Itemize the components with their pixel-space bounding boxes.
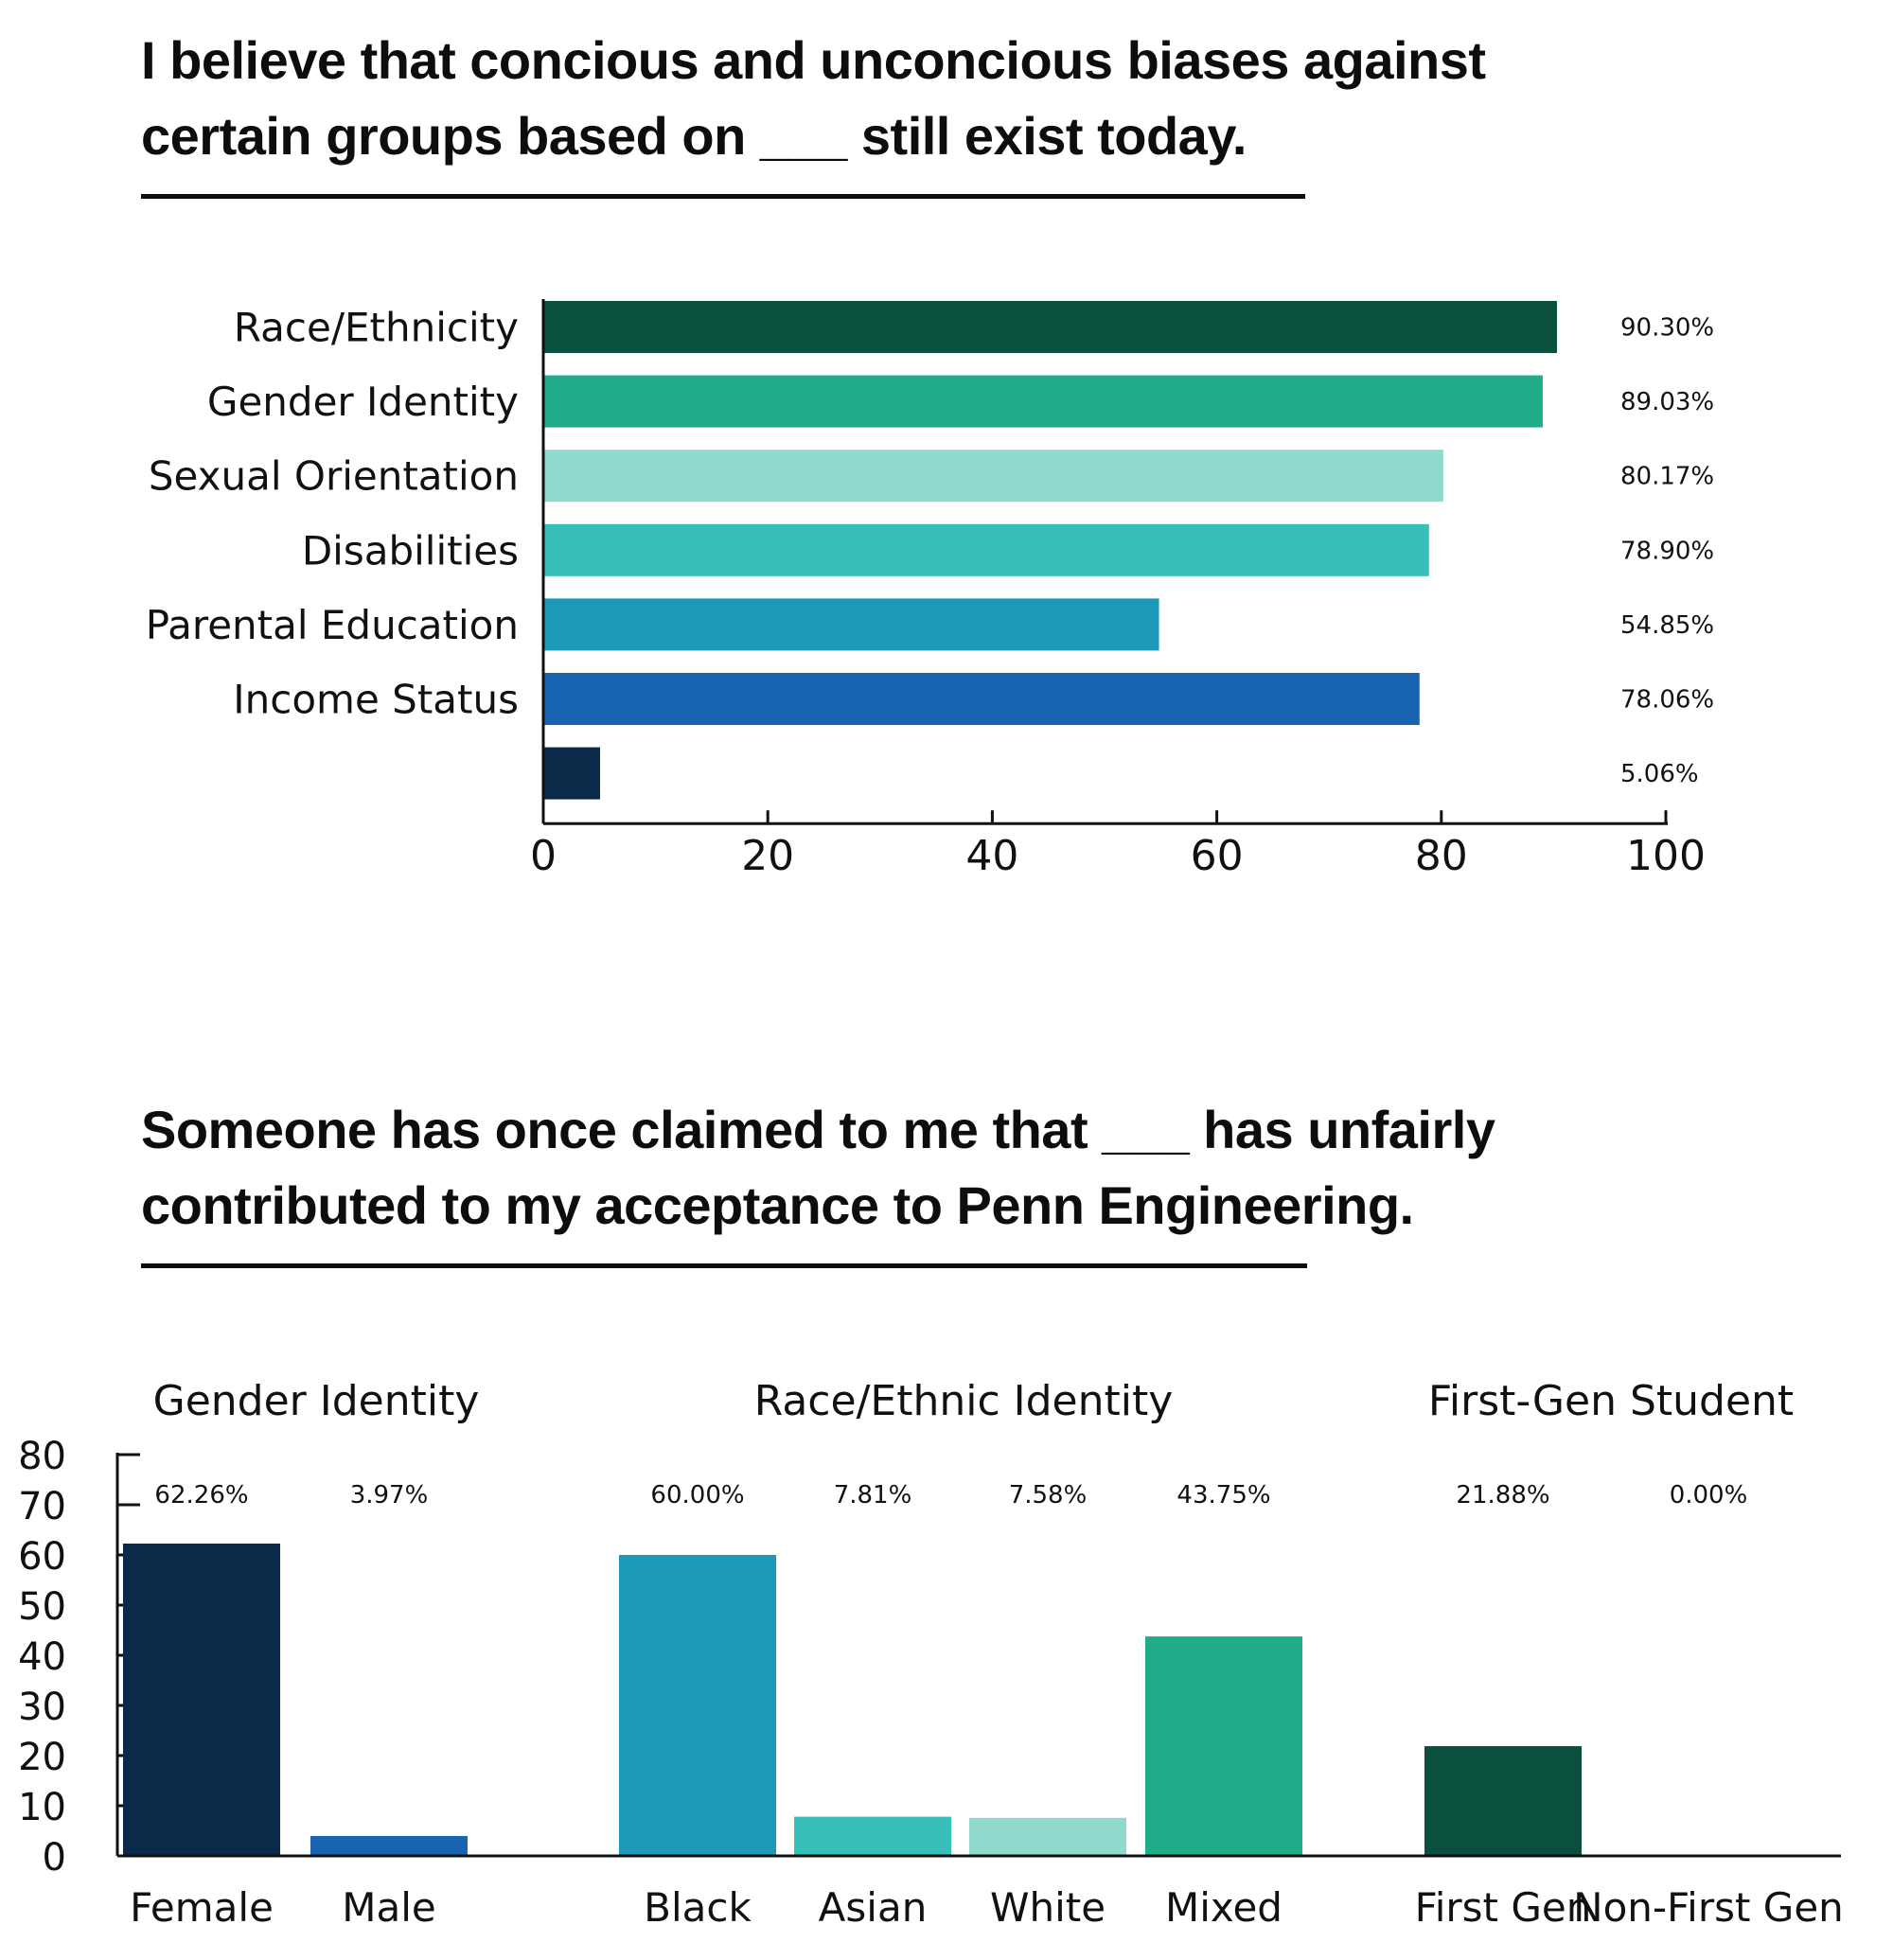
y-tick-label: 60 <box>18 1535 66 1579</box>
group-title: Gender Identity <box>153 1377 480 1425</box>
column-bar <box>794 1816 951 1856</box>
category-label: Parental Education <box>146 602 519 648</box>
bar-4 <box>543 523 1429 576</box>
chart1-title-line1: I believe that concious and unconcious b… <box>141 30 1486 90</box>
column-bar <box>1424 1746 1582 1856</box>
category-label: Race/Ethnicity <box>234 305 519 351</box>
y-tick-label: 40 <box>18 1635 66 1679</box>
category-label: Gender Identity <box>207 379 519 425</box>
column-bar <box>969 1817 1126 1856</box>
bar-2 <box>543 375 1543 428</box>
category-label: Income Status <box>233 677 519 723</box>
value-label: 54.85% <box>1620 611 1714 640</box>
y-tick-label: 50 <box>18 1585 66 1629</box>
chart1-title-line2: certain groups based on ___ still exist … <box>141 106 1247 166</box>
category-label: Disabilities <box>302 527 519 574</box>
bar-5 <box>543 598 1159 651</box>
x-tick-label: 80 <box>1415 832 1468 880</box>
group-title: Race/Ethnic Identity <box>754 1377 1174 1425</box>
chart2-title: Someone has once claimed to me that ___ … <box>141 1092 1561 1244</box>
value-label: 3.97% <box>350 1481 429 1510</box>
category-label: Sexual Orientation <box>149 453 519 500</box>
value-label: 21.88% <box>1456 1481 1549 1510</box>
value-label: 43.75% <box>1176 1481 1270 1510</box>
value-label: 5.06% <box>1620 760 1699 788</box>
category-label: Male <box>342 1884 435 1931</box>
x-tick-label: 60 <box>1191 832 1244 880</box>
category-label: First Gen <box>1415 1884 1592 1931</box>
value-label: 80.17% <box>1620 463 1714 491</box>
x-tick-label: 20 <box>741 832 794 880</box>
category-label: Mixed <box>1165 1884 1283 1931</box>
value-label: 7.58% <box>1009 1481 1088 1510</box>
y-tick-label: 80 <box>18 1435 66 1478</box>
chart1-title-underline <box>141 194 1305 199</box>
category-label: White <box>990 1884 1106 1931</box>
x-tick-label: 40 <box>965 832 1018 880</box>
category-label: Non-First Gen <box>1573 1884 1844 1931</box>
chart2-title-underline <box>141 1263 1307 1268</box>
category-label: Female <box>130 1884 274 1931</box>
group-title: First-Gen Student <box>1428 1377 1794 1425</box>
bar-7 <box>543 747 601 800</box>
value-label: 90.30% <box>1620 314 1714 343</box>
y-tick-label: 10 <box>18 1786 66 1829</box>
column-bar <box>123 1544 280 1856</box>
bar-6 <box>543 673 1420 725</box>
column-bar <box>1145 1636 1302 1856</box>
bar-3 <box>543 450 1443 503</box>
chart2-title-line1: Someone has once claimed to me that ___ … <box>141 1100 1495 1159</box>
value-label: 60.00% <box>650 1481 744 1510</box>
chart1-title: I believe that concious and unconcious b… <box>141 23 1561 174</box>
horizontal-bar-chart: Race/Ethnicity 90.30% Gender Identity 89.03… <box>146 299 1714 880</box>
x-tick-label: 100 <box>1626 832 1706 880</box>
y-tick-label: 20 <box>18 1736 66 1779</box>
value-label: 62.26% <box>154 1481 248 1510</box>
value-label: 78.90% <box>1620 537 1714 565</box>
column-bar <box>310 1835 468 1856</box>
y-tick-label: 70 <box>18 1485 66 1528</box>
category-label: Asian <box>819 1884 928 1931</box>
value-label: 78.06% <box>1620 686 1714 715</box>
value-label: 0.00% <box>1670 1481 1748 1510</box>
category-label: Black <box>644 1884 752 1931</box>
y-tick-label: 30 <box>18 1686 66 1729</box>
chart2-title-line2: contributed to my acceptance to Penn Eng… <box>141 1175 1414 1235</box>
column-bar <box>619 1555 776 1856</box>
bar-1 <box>543 301 1557 353</box>
x-tick-label: 0 <box>530 832 557 880</box>
value-label: 89.03% <box>1620 388 1714 416</box>
value-label: 7.81% <box>834 1481 912 1510</box>
y-tick-label: 0 <box>43 1836 66 1880</box>
